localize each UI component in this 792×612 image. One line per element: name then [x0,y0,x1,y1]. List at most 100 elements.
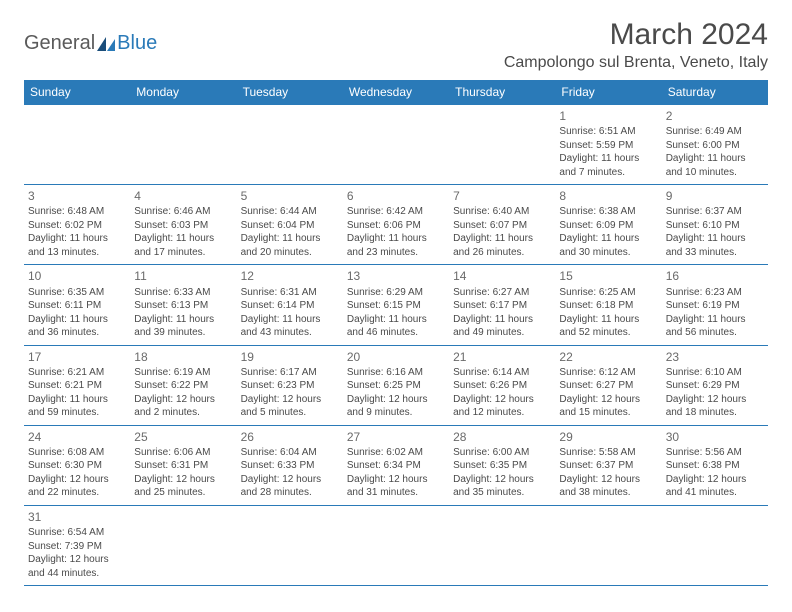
sunset-line: Sunset: 6:15 PM [347,299,445,313]
day-number: 12 [241,268,339,284]
daylight-line: Daylight: 11 hours and 52 minutes. [559,313,657,340]
daylight-line: Daylight: 11 hours and 13 minutes. [28,232,126,259]
header-fri: Friday [555,80,661,105]
daylight-line: Daylight: 11 hours and 26 minutes. [453,232,551,259]
day-number: 3 [28,188,126,204]
sunrise-line: Sunrise: 6:17 AM [241,366,339,380]
calendar-row: 3Sunrise: 6:48 AMSunset: 6:02 PMDaylight… [24,185,768,265]
sunset-line: Sunset: 6:25 PM [347,379,445,393]
sunset-line: Sunset: 6:09 PM [559,219,657,233]
calendar-cell [449,105,555,185]
daylight-line: Daylight: 12 hours and 22 minutes. [28,473,126,500]
calendar-cell [662,505,768,585]
sunset-line: Sunset: 5:59 PM [559,139,657,153]
logo-sail-icon [97,37,115,51]
sunset-line: Sunset: 6:29 PM [666,379,764,393]
logo-text-general: General [24,32,95,55]
daylight-line: Daylight: 11 hours and 17 minutes. [134,232,232,259]
sunrise-line: Sunrise: 6:35 AM [28,286,126,300]
calendar-cell [343,105,449,185]
sunset-line: Sunset: 6:13 PM [134,299,232,313]
day-number: 23 [666,349,764,365]
sunset-line: Sunset: 6:06 PM [347,219,445,233]
daylight-line: Daylight: 12 hours and 31 minutes. [347,473,445,500]
day-number: 30 [666,429,764,445]
sunrise-line: Sunrise: 6:51 AM [559,125,657,139]
day-header-row: Sunday Monday Tuesday Wednesday Thursday… [24,80,768,105]
calendar-cell: 17Sunrise: 6:21 AMSunset: 6:21 PMDayligh… [24,345,130,425]
daylight-line: Daylight: 11 hours and 7 minutes. [559,152,657,179]
daylight-line: Daylight: 12 hours and 44 minutes. [28,553,126,580]
daylight-line: Daylight: 12 hours and 41 minutes. [666,473,764,500]
sunrise-line: Sunrise: 6:21 AM [28,366,126,380]
daylight-line: Daylight: 12 hours and 15 minutes. [559,393,657,420]
daylight-line: Daylight: 12 hours and 9 minutes. [347,393,445,420]
calendar-cell: 1Sunrise: 6:51 AMSunset: 5:59 PMDaylight… [555,105,661,185]
sunrise-line: Sunrise: 6:42 AM [347,205,445,219]
daylight-line: Daylight: 11 hours and 56 minutes. [666,313,764,340]
day-number: 9 [666,188,764,204]
daylight-line: Daylight: 12 hours and 35 minutes. [453,473,551,500]
day-number: 27 [347,429,445,445]
sunrise-line: Sunrise: 6:00 AM [453,446,551,460]
daylight-line: Daylight: 12 hours and 5 minutes. [241,393,339,420]
logo-text-blue: Blue [117,32,157,55]
header-tue: Tuesday [237,80,343,105]
daylight-line: Daylight: 11 hours and 49 minutes. [453,313,551,340]
calendar-cell: 15Sunrise: 6:25 AMSunset: 6:18 PMDayligh… [555,265,661,345]
day-number: 22 [559,349,657,365]
sunset-line: Sunset: 6:03 PM [134,219,232,233]
daylight-line: Daylight: 11 hours and 23 minutes. [347,232,445,259]
sunset-line: Sunset: 6:22 PM [134,379,232,393]
day-number: 29 [559,429,657,445]
calendar-cell [24,105,130,185]
calendar-cell: 23Sunrise: 6:10 AMSunset: 6:29 PMDayligh… [662,345,768,425]
day-number: 17 [28,349,126,365]
day-number: 26 [241,429,339,445]
calendar-cell: 29Sunrise: 5:58 AMSunset: 6:37 PMDayligh… [555,425,661,505]
sunset-line: Sunset: 6:23 PM [241,379,339,393]
header-mon: Monday [130,80,236,105]
calendar-row: 10Sunrise: 6:35 AMSunset: 6:11 PMDayligh… [24,265,768,345]
calendar-cell: 24Sunrise: 6:08 AMSunset: 6:30 PMDayligh… [24,425,130,505]
sunrise-line: Sunrise: 6:27 AM [453,286,551,300]
sunrise-line: Sunrise: 6:31 AM [241,286,339,300]
sunrise-line: Sunrise: 6:49 AM [666,125,764,139]
sunrise-line: Sunrise: 6:33 AM [134,286,232,300]
calendar-row: 17Sunrise: 6:21 AMSunset: 6:21 PMDayligh… [24,345,768,425]
day-number: 20 [347,349,445,365]
sunset-line: Sunset: 6:00 PM [666,139,764,153]
daylight-line: Daylight: 12 hours and 28 minutes. [241,473,339,500]
sunrise-line: Sunrise: 5:56 AM [666,446,764,460]
daylight-line: Daylight: 11 hours and 46 minutes. [347,313,445,340]
calendar-cell: 7Sunrise: 6:40 AMSunset: 6:07 PMDaylight… [449,185,555,265]
calendar-cell: 5Sunrise: 6:44 AMSunset: 6:04 PMDaylight… [237,185,343,265]
sunset-line: Sunset: 6:26 PM [453,379,551,393]
calendar-cell [555,505,661,585]
calendar-cell: 4Sunrise: 6:46 AMSunset: 6:03 PMDaylight… [130,185,236,265]
day-number: 7 [453,188,551,204]
daylight-line: Daylight: 11 hours and 10 minutes. [666,152,764,179]
sunset-line: Sunset: 7:39 PM [28,540,126,554]
calendar-cell: 9Sunrise: 6:37 AMSunset: 6:10 PMDaylight… [662,185,768,265]
sunrise-line: Sunrise: 6:19 AM [134,366,232,380]
sunrise-line: Sunrise: 6:04 AM [241,446,339,460]
day-number: 14 [453,268,551,284]
sunset-line: Sunset: 6:04 PM [241,219,339,233]
day-number: 1 [559,108,657,124]
day-number: 2 [666,108,764,124]
sunrise-line: Sunrise: 6:46 AM [134,205,232,219]
day-number: 13 [347,268,445,284]
daylight-line: Daylight: 11 hours and 20 minutes. [241,232,339,259]
sunset-line: Sunset: 6:19 PM [666,299,764,313]
sunset-line: Sunset: 6:14 PM [241,299,339,313]
month-title: March 2024 [504,18,768,52]
calendar-cell: 2Sunrise: 6:49 AMSunset: 6:00 PMDaylight… [662,105,768,185]
sunrise-line: Sunrise: 6:12 AM [559,366,657,380]
sunset-line: Sunset: 6:11 PM [28,299,126,313]
daylight-line: Daylight: 11 hours and 43 minutes. [241,313,339,340]
calendar-cell: 26Sunrise: 6:04 AMSunset: 6:33 PMDayligh… [237,425,343,505]
header-sat: Saturday [662,80,768,105]
calendar-row: 24Sunrise: 6:08 AMSunset: 6:30 PMDayligh… [24,425,768,505]
sunrise-line: Sunrise: 6:02 AM [347,446,445,460]
